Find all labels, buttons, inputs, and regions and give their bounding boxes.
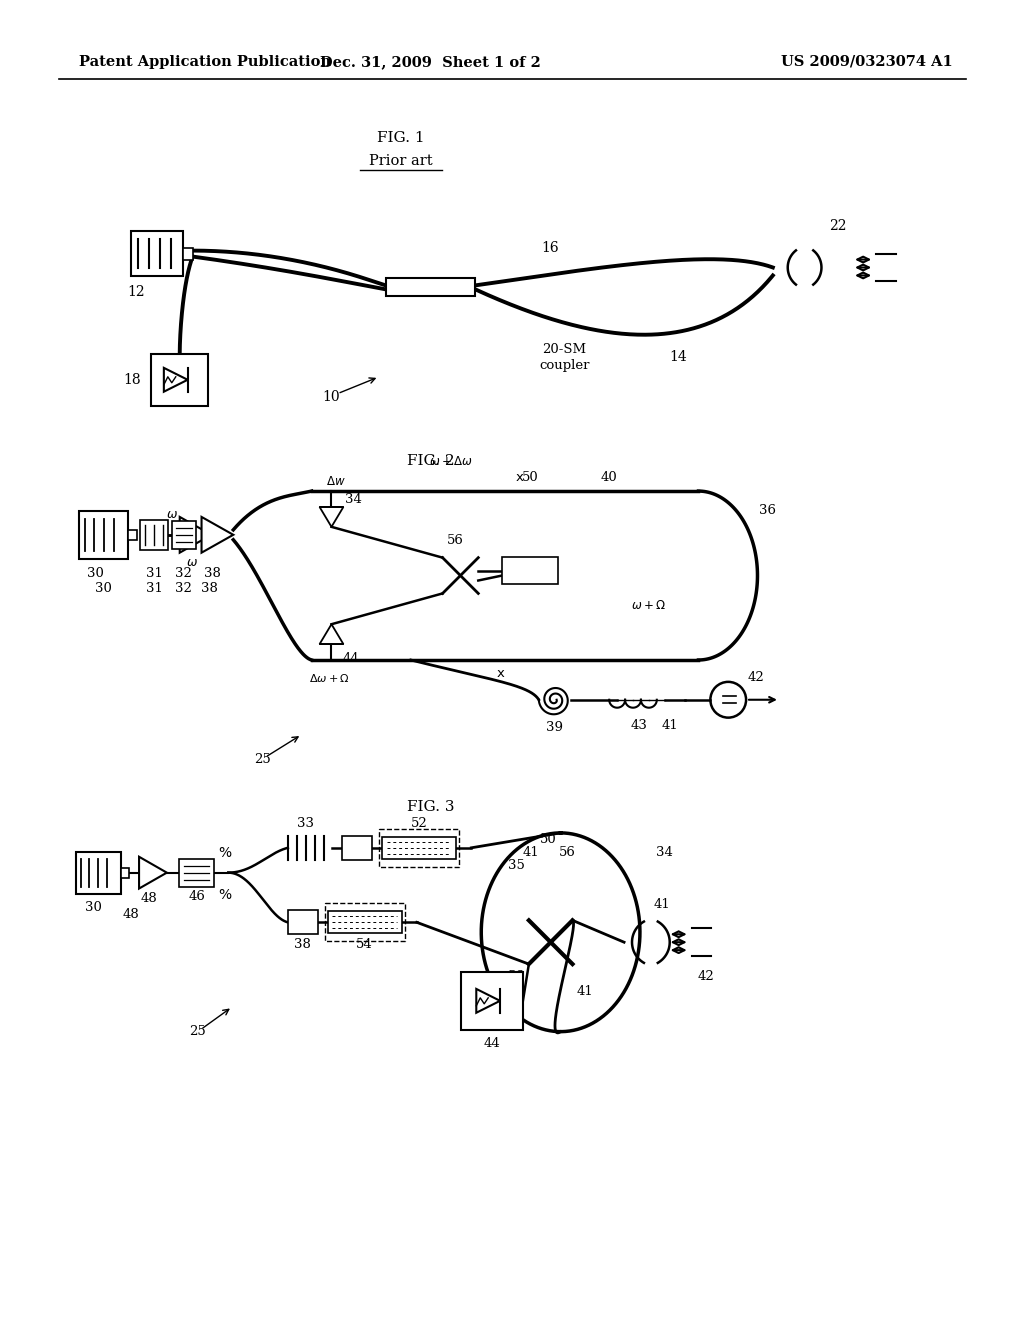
- Text: 48: 48: [140, 892, 158, 906]
- Text: 25: 25: [254, 752, 270, 766]
- Text: nn: nn: [412, 850, 425, 859]
- Text: 34: 34: [345, 492, 361, 506]
- Text: Patent Application Publication: Patent Application Publication: [79, 55, 331, 69]
- Text: 41: 41: [522, 846, 540, 859]
- Bar: [182, 248, 193, 260]
- Bar: [131, 231, 182, 276]
- Text: 40: 40: [601, 471, 617, 483]
- Text: 41: 41: [653, 898, 670, 911]
- Text: 50: 50: [521, 471, 539, 483]
- Text: US 2009/0323074 A1: US 2009/0323074 A1: [781, 55, 953, 69]
- Bar: [121, 867, 129, 878]
- Text: 50: 50: [541, 833, 557, 846]
- Text: 32: 32: [175, 568, 193, 579]
- Bar: [462, 972, 523, 1030]
- Text: 41: 41: [662, 719, 678, 733]
- Text: FIG. 3: FIG. 3: [407, 800, 455, 814]
- Text: n1: n1: [357, 912, 371, 923]
- Text: FIG. 1: FIG. 1: [377, 131, 425, 145]
- Text: 35: 35: [508, 859, 524, 873]
- Text: Dec. 31, 2009  Sheet 1 of 2: Dec. 31, 2009 Sheet 1 of 2: [321, 55, 541, 69]
- Text: $\omega+\Omega$: $\omega+\Omega$: [632, 599, 667, 612]
- Text: 56: 56: [447, 535, 464, 548]
- Polygon shape: [319, 624, 343, 644]
- Text: 18: 18: [124, 372, 141, 387]
- Bar: [151, 354, 209, 405]
- Bar: [79, 511, 128, 558]
- Text: 25: 25: [189, 1026, 206, 1038]
- Text: 54: 54: [355, 937, 373, 950]
- Bar: [386, 279, 475, 296]
- Text: 42: 42: [748, 672, 764, 684]
- Polygon shape: [139, 857, 167, 888]
- Bar: [342, 836, 372, 859]
- Text: x: x: [497, 668, 504, 680]
- Text: $\Delta\omega+\Omega$: $\Delta\omega+\Omega$: [309, 672, 350, 684]
- Text: 30: 30: [85, 902, 101, 913]
- Text: 41: 41: [577, 986, 594, 998]
- Text: 30: 30: [87, 568, 103, 579]
- Text: $\omega$: $\omega$: [185, 556, 198, 569]
- Text: 38: 38: [294, 937, 311, 950]
- Text: Prior art: Prior art: [369, 154, 433, 168]
- Text: 10: 10: [323, 389, 340, 404]
- Bar: [179, 859, 214, 887]
- Polygon shape: [164, 368, 187, 392]
- Bar: [382, 837, 457, 859]
- Text: 22: 22: [828, 219, 846, 232]
- Bar: [325, 903, 404, 941]
- Text: 34: 34: [656, 846, 673, 859]
- Text: 38: 38: [201, 582, 218, 595]
- Text: x: x: [516, 471, 524, 483]
- Text: coupler: coupler: [540, 359, 590, 372]
- Text: 32: 32: [175, 582, 193, 595]
- Text: 56: 56: [508, 970, 524, 983]
- Text: 44: 44: [483, 1038, 501, 1051]
- Text: 38: 38: [204, 568, 221, 579]
- Text: FIG. 2: FIG. 2: [407, 454, 455, 469]
- Text: 30: 30: [95, 582, 112, 595]
- Text: 20-SM: 20-SM: [543, 343, 587, 356]
- Text: 36: 36: [760, 504, 776, 517]
- Text: 43: 43: [631, 719, 647, 733]
- Polygon shape: [202, 517, 233, 553]
- Polygon shape: [476, 989, 500, 1012]
- Bar: [172, 521, 196, 549]
- Bar: [76, 851, 121, 894]
- Text: nn: nn: [357, 924, 371, 935]
- Text: %: %: [218, 887, 231, 902]
- Bar: [328, 911, 401, 933]
- Text: 14: 14: [670, 350, 687, 364]
- Text: 48: 48: [123, 908, 139, 921]
- Text: n1: n1: [412, 838, 425, 847]
- Text: 33: 33: [297, 817, 314, 830]
- Bar: [140, 520, 168, 549]
- Bar: [128, 529, 137, 540]
- Bar: [288, 911, 317, 935]
- Polygon shape: [180, 517, 212, 553]
- Text: 52: 52: [411, 817, 427, 830]
- Polygon shape: [319, 507, 343, 527]
- Text: 12: 12: [127, 285, 145, 300]
- Text: $\omega$: $\omega$: [166, 508, 178, 521]
- Text: 44: 44: [343, 652, 359, 664]
- Text: $\omega+\Delta\omega$: $\omega+\Delta\omega$: [429, 455, 472, 467]
- Text: 31: 31: [145, 568, 163, 579]
- Text: 42: 42: [698, 970, 715, 983]
- Bar: [502, 557, 558, 585]
- Text: 46: 46: [188, 890, 205, 903]
- Bar: [379, 829, 460, 867]
- Text: 39: 39: [546, 721, 563, 734]
- Text: 16: 16: [541, 240, 558, 255]
- Text: 56: 56: [559, 846, 575, 859]
- Text: $\Delta w$: $\Delta w$: [326, 475, 345, 487]
- Text: 31: 31: [145, 582, 163, 595]
- Text: %: %: [218, 846, 231, 859]
